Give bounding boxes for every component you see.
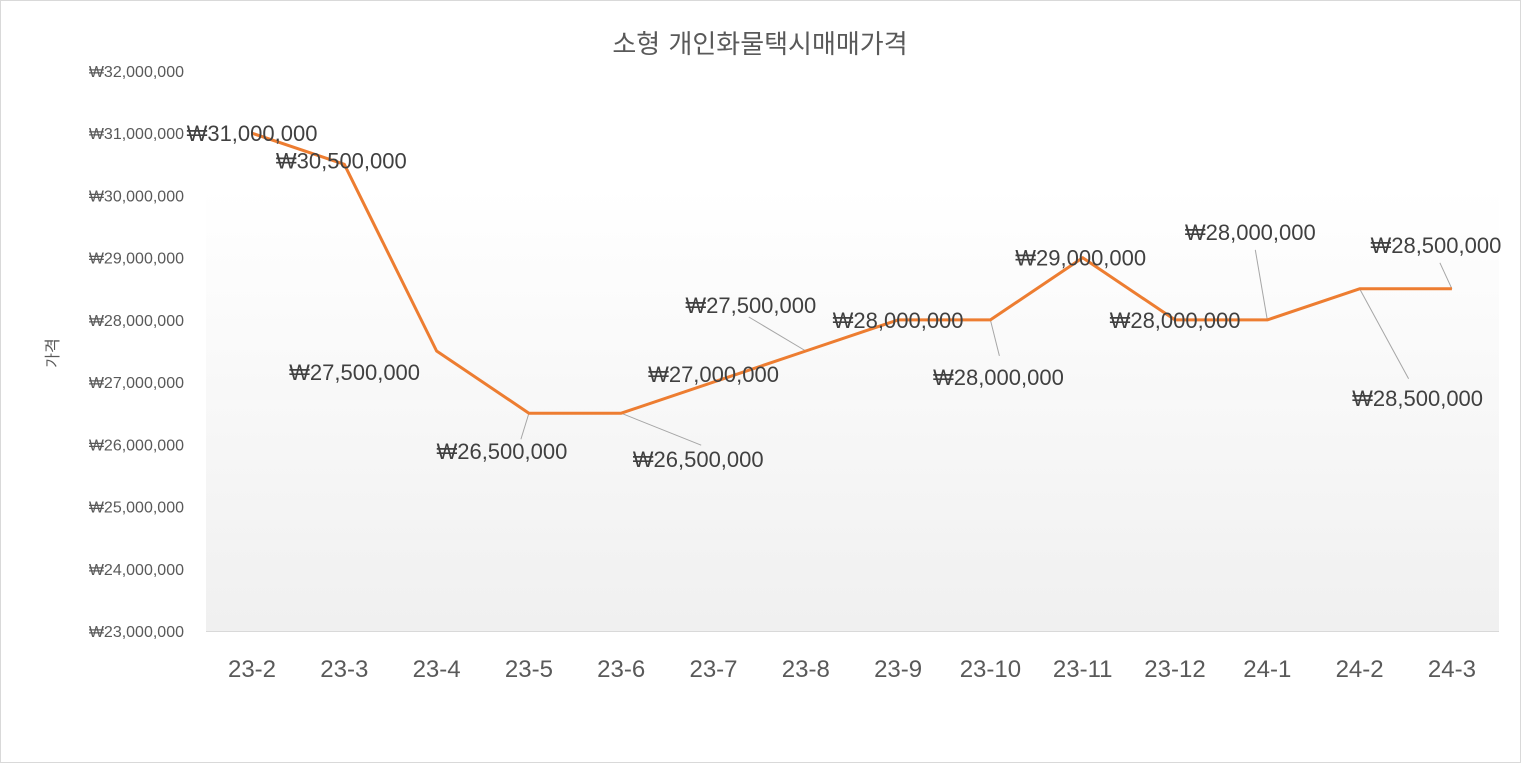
y-axis-label: 가격 <box>43 338 62 367</box>
y-tick-label: ₩26,000,000 <box>89 437 184 454</box>
data-label: ₩26,500,000 <box>436 439 567 464</box>
y-axis-ticks: ₩23,000,000 ₩24,000,000 ₩25,000,000 ₩26,000… <box>89 64 184 641</box>
data-label-leader <box>748 316 807 352</box>
data-label-leader <box>1359 288 1410 380</box>
x-tick-label: 23-3 <box>320 656 368 683</box>
y-tick-label: ₩30,000,000 <box>89 188 184 205</box>
x-tick-label: 24-2 <box>1336 656 1384 683</box>
y-tick-label: ₩31,000,000 <box>89 126 184 143</box>
data-label: ₩28,500,000 <box>1352 386 1483 411</box>
x-tick-label: 23-10 <box>960 656 1021 683</box>
data-label: ₩28,000,000 <box>1185 220 1316 245</box>
data-label: ₩26,500,000 <box>633 447 764 472</box>
y-tick-label: ₩27,000,000 <box>89 375 184 392</box>
data-label-leader <box>1439 262 1453 289</box>
chart-title: 소형 개인화물택시매매가격 <box>612 30 907 60</box>
x-axis-ticks: 23-2 23-3 23-4 23-5 23-6 23-7 23-8 23-9 23-10 23-… <box>228 656 1476 683</box>
series-line <box>251 131 1452 415</box>
data-label: ₩28,500,000 <box>1370 233 1501 258</box>
x-tick-label: 23-4 <box>413 656 461 683</box>
data-label: ₩27,500,000 <box>685 293 816 318</box>
data-label: ₩29,000,000 <box>1015 246 1146 271</box>
data-label-leader <box>1254 249 1268 320</box>
x-tick-label: 23-12 <box>1144 656 1205 683</box>
x-tick-label: 23-9 <box>874 656 922 683</box>
data-label-leader <box>520 413 530 440</box>
data-labels: ₩31,000,000₩30,500,000 ₩27,500,000 ₩26,500… <box>187 121 1502 472</box>
y-tick-label: ₩32,000,000 <box>89 64 184 81</box>
data-label-leader <box>989 319 1000 357</box>
data-label: ₩30,500,000 <box>276 148 407 173</box>
data-label: ₩28,000,000 <box>833 308 964 333</box>
x-tick-label: 23-2 <box>228 656 276 683</box>
data-label-leader <box>621 412 702 446</box>
data-label: ₩27,000,000 <box>648 362 779 387</box>
y-tick-label: ₩24,000,000 <box>89 562 184 579</box>
y-tick-label: ₩29,000,000 <box>89 251 184 268</box>
data-label: ₩28,000,000 <box>933 365 1064 390</box>
y-tick-label: ₩25,000,000 <box>89 500 184 517</box>
x-tick-label: 24-1 <box>1243 656 1291 683</box>
series-line-group <box>251 131 1452 415</box>
x-tick-label: 23-11 <box>1053 656 1113 683</box>
data-label: ₩31,000,000 <box>187 121 318 146</box>
data-label: ₩27,500,000 <box>289 360 420 385</box>
plot-area <box>206 188 1499 631</box>
y-tick-label: ₩28,000,000 <box>89 313 184 330</box>
data-label: ₩28,000,000 <box>1110 308 1241 333</box>
x-tick-label: 23-6 <box>597 656 645 683</box>
x-tick-label: 24-3 <box>1428 656 1476 683</box>
x-tick-label: 23-7 <box>689 656 737 683</box>
y-tick-label: ₩23,000,000 <box>89 624 184 641</box>
x-tick-label: 23-5 <box>505 656 553 683</box>
x-tick-label: 23-8 <box>782 656 830 683</box>
data-label-leader-lines <box>520 249 1453 446</box>
